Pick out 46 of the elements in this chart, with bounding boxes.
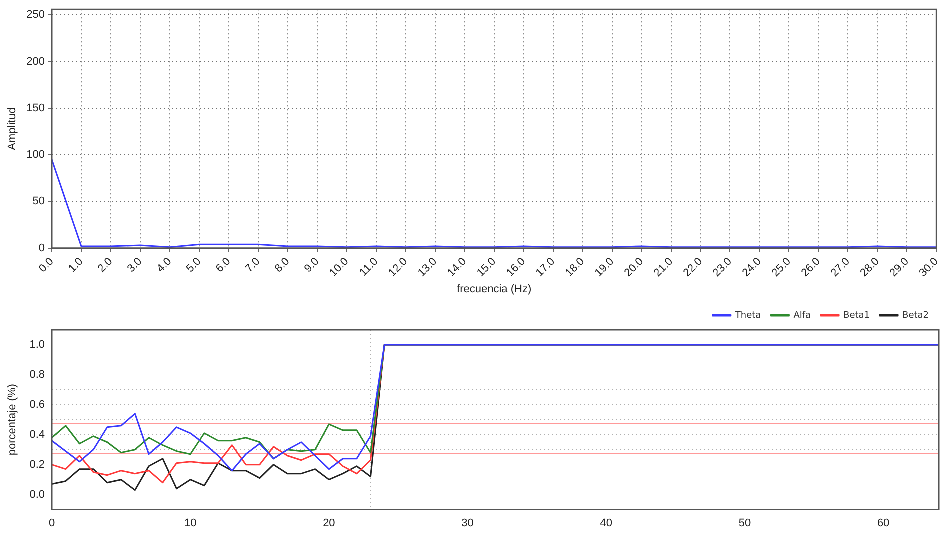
y-tick-label: 100	[26, 149, 45, 162]
y-tick-label: 0.8	[30, 368, 45, 381]
x-tick-label: 20	[323, 517, 336, 530]
x-tick-label: 6.0	[214, 256, 234, 276]
y-tick-label: 250	[26, 9, 45, 22]
x-tick-label: 11.0	[358, 256, 381, 279]
y-tick-label: 200	[26, 56, 45, 68]
legend-label: Beta1	[844, 310, 870, 321]
x-tick-label: 2.0	[96, 256, 116, 276]
x-tick-label: 16.0	[504, 256, 528, 280]
x-tick-label: 7.0	[243, 256, 263, 276]
x-tick-label: 3.0	[125, 256, 145, 276]
x-tick-label: 19.0	[592, 256, 617, 280]
x-tick-label: 9.0	[302, 256, 322, 276]
x-axis-title: frecuencia (Hz)	[457, 283, 532, 296]
x-tick-label: 50	[738, 517, 752, 530]
x-tick-label: 14.0	[445, 256, 470, 280]
x-tick-label: 4.0	[154, 256, 174, 276]
x-tick-label: 0	[48, 517, 56, 530]
x-tick-label: 5.0	[184, 256, 204, 276]
x-tick-label: 13.0	[416, 256, 440, 280]
y-tick-label: 50	[32, 196, 45, 208]
y-tick-label: 1.0	[30, 339, 45, 352]
y-axis-title: Amplitud	[6, 108, 19, 150]
legend-label: Beta2	[902, 310, 930, 321]
x-tick-label: 1.0	[66, 256, 86, 276]
y-axis-title: porcentaje (%)	[6, 384, 19, 456]
x-tick-label: 40	[600, 517, 612, 530]
legend-label: Alfa	[794, 310, 812, 321]
x-tick-label: 18.0	[563, 256, 588, 280]
y-tick-label: 0.6	[30, 398, 45, 411]
x-tick-label: 30.0	[917, 256, 941, 280]
y-tick-label: 0	[38, 242, 45, 254]
y-tick-label: 0.0	[30, 488, 45, 501]
x-tick-label: 60	[877, 517, 890, 530]
legend-label: Theta	[734, 310, 762, 321]
x-tick-label: 17.0	[534, 256, 558, 280]
x-tick-label: 30	[462, 517, 474, 530]
y-tick-label: 150	[26, 102, 45, 114]
x-tick-label: 12.0	[386, 256, 410, 280]
x-tick-label: 10	[184, 517, 197, 530]
x-tick-label: 10.0	[328, 256, 352, 280]
x-tick-label: 8.0	[272, 256, 292, 276]
x-tick-label: 15.0	[474, 256, 499, 280]
y-tick-label: 0.4	[30, 428, 45, 441]
y-tick-label: 0.2	[30, 458, 45, 471]
